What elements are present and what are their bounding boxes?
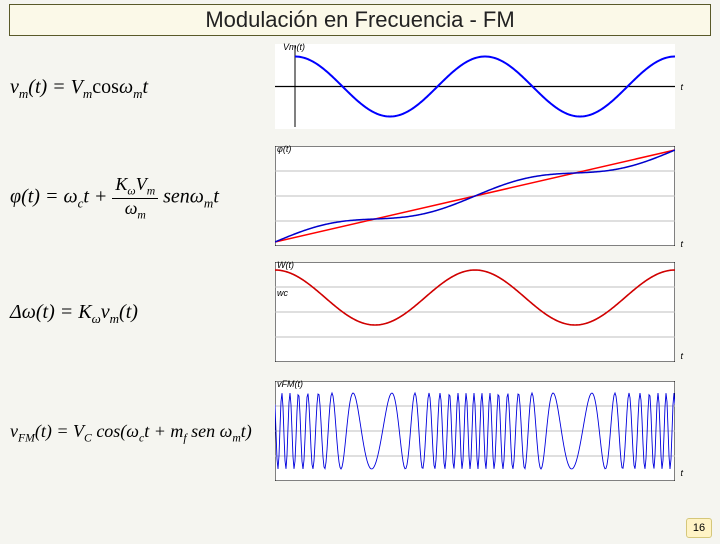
- plot2-tlabel: t: [680, 239, 683, 249]
- plot3-ylabel: W(t): [277, 260, 294, 270]
- plot4-ylabel: vFM(t): [277, 379, 303, 389]
- title-text: Modulación en Frecuencia - FM: [205, 7, 514, 32]
- formula-vfm: vFM(t) = VC cos(ωct + mf sen ωmt): [0, 421, 275, 445]
- slide-title: Modulación en Frecuencia - FM: [9, 4, 711, 36]
- plot3-wclabel: wc: [277, 288, 288, 298]
- formula-dw: Δω(t) = Kωvm(t): [0, 301, 275, 327]
- plot-vfm: vFM(t) t: [275, 381, 675, 486]
- plot-vm: Vm(t) t: [275, 44, 675, 134]
- formula-vm: vm(t) = Vmcosωmt: [0, 76, 275, 102]
- plot4-tlabel: t: [680, 468, 683, 478]
- plot2-ylabel: φ(t): [277, 144, 291, 154]
- plot-phi: φ(t) t: [275, 146, 675, 251]
- page-number: 16: [686, 518, 712, 538]
- plot-w: W(t) wc t: [275, 262, 675, 367]
- plot1-tlabel: t: [680, 82, 683, 92]
- plot1-ylabel: Vm(t): [283, 42, 305, 52]
- plot3-tlabel: t: [680, 351, 683, 361]
- formula-phi: φ(t) = ωct + KωVmωm senωmt: [0, 175, 275, 221]
